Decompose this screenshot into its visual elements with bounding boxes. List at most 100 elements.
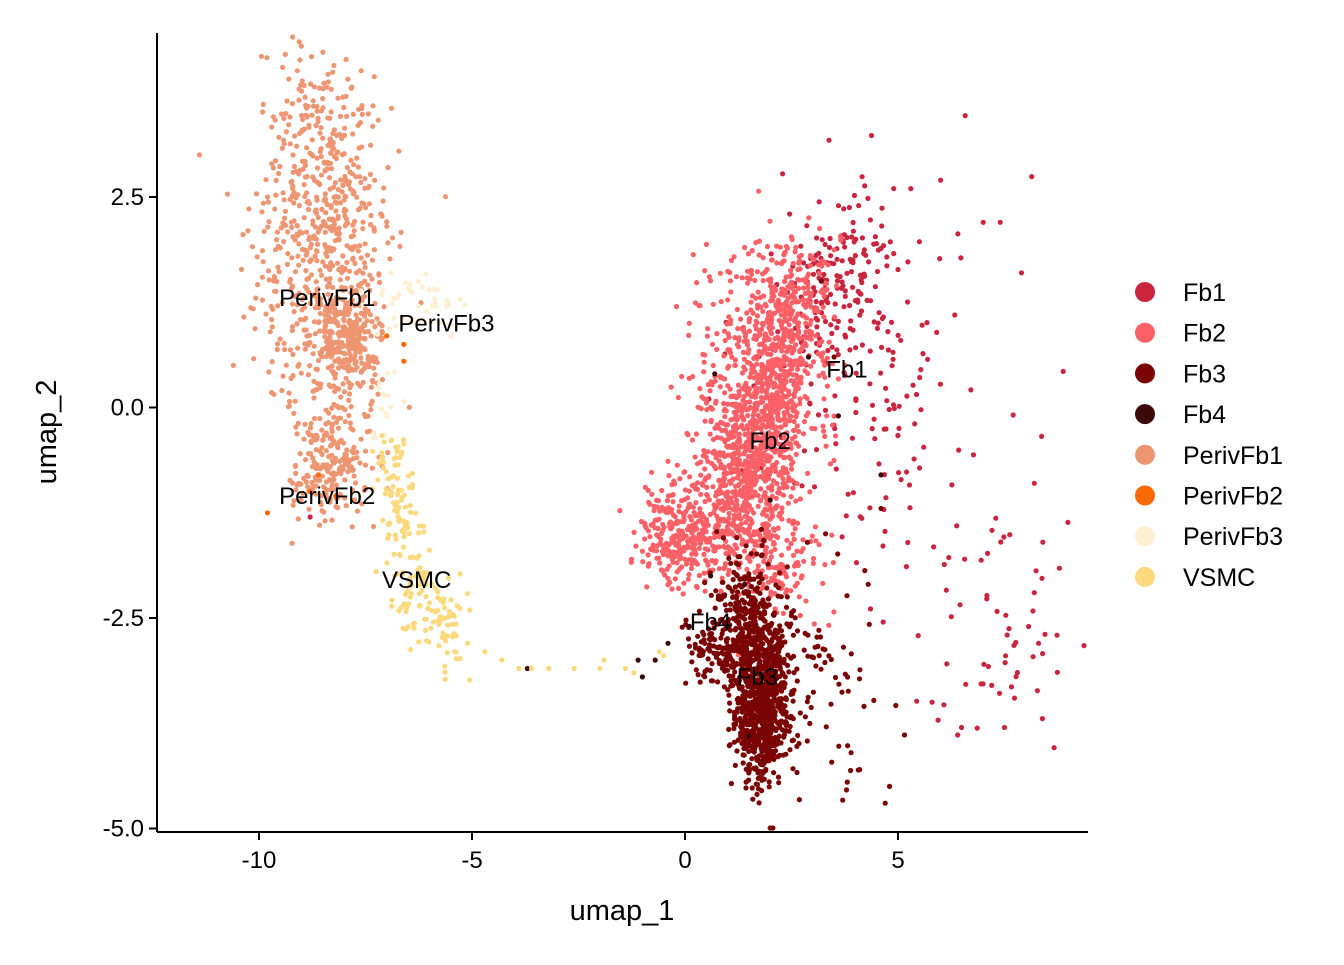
- point: [754, 791, 760, 798]
- point: [705, 547, 711, 553]
- point: [741, 338, 747, 344]
- point: [316, 472, 322, 478]
- point: [308, 81, 314, 87]
- point: [1039, 716, 1045, 722]
- point: [335, 425, 342, 431]
- point: [301, 436, 307, 442]
- point: [773, 652, 779, 659]
- point: [326, 477, 332, 483]
- point: [828, 253, 834, 259]
- point: [282, 346, 288, 353]
- point: [391, 456, 397, 462]
- point: [269, 359, 275, 365]
- point: [436, 643, 442, 649]
- point: [764, 513, 770, 519]
- point: [342, 125, 348, 131]
- point: [741, 444, 747, 450]
- point: [779, 696, 785, 702]
- point: [768, 320, 775, 326]
- point: [325, 79, 331, 85]
- point: [746, 502, 753, 509]
- point: [1054, 632, 1060, 638]
- point: [828, 322, 834, 328]
- point: [389, 301, 395, 307]
- point: [784, 564, 790, 570]
- point: [782, 369, 788, 375]
- point: [723, 637, 730, 643]
- point: [787, 273, 793, 280]
- point: [762, 635, 769, 642]
- point: [735, 467, 742, 473]
- point: [834, 256, 840, 262]
- point: [352, 260, 358, 266]
- point: [318, 125, 324, 131]
- point: [295, 363, 301, 369]
- point: [435, 595, 441, 601]
- point: [722, 428, 729, 434]
- point: [700, 649, 706, 655]
- point: [349, 328, 355, 335]
- point: [955, 732, 961, 738]
- point: [714, 331, 720, 337]
- point: [840, 644, 847, 650]
- point: [279, 145, 285, 151]
- point: [340, 466, 346, 472]
- point: [807, 400, 813, 406]
- point: [791, 407, 798, 413]
- point: [745, 426, 751, 432]
- point: [707, 431, 713, 437]
- point: [764, 435, 771, 441]
- point: [904, 469, 910, 475]
- point: [878, 472, 884, 478]
- point: [915, 633, 921, 639]
- point: [302, 421, 308, 427]
- point: [712, 560, 718, 566]
- point: [719, 665, 725, 671]
- point: [371, 247, 377, 253]
- point: [385, 449, 391, 456]
- point: [811, 621, 817, 627]
- point: [457, 655, 463, 662]
- point: [792, 434, 798, 440]
- point: [795, 324, 801, 330]
- point: [330, 216, 336, 222]
- point: [1060, 368, 1066, 374]
- point: [314, 366, 320, 372]
- point: [734, 306, 741, 313]
- point: [384, 223, 390, 229]
- point: [850, 219, 856, 226]
- point: [865, 195, 871, 201]
- point: [686, 557, 692, 563]
- point: [302, 193, 308, 200]
- point: [985, 550, 991, 557]
- point: [746, 328, 753, 334]
- point: [344, 275, 351, 281]
- point: [771, 756, 777, 763]
- point: [802, 368, 808, 374]
- point: [442, 605, 448, 611]
- point: [790, 632, 797, 638]
- point: [761, 609, 768, 615]
- point: [750, 310, 756, 316]
- point: [332, 238, 338, 244]
- point: [792, 249, 798, 255]
- point: [765, 501, 771, 507]
- point: [350, 111, 356, 117]
- point: [423, 594, 429, 600]
- point: [282, 208, 288, 214]
- point: [1042, 631, 1048, 637]
- point: [355, 164, 361, 170]
- point: [375, 117, 381, 123]
- point: [781, 381, 787, 388]
- point: [832, 301, 838, 307]
- point: [732, 762, 739, 769]
- point: [738, 626, 744, 632]
- point: [354, 155, 360, 161]
- point: [768, 623, 774, 629]
- point: [742, 616, 748, 622]
- point: [301, 317, 307, 323]
- point: [341, 104, 347, 111]
- point: [845, 688, 851, 694]
- point: [416, 530, 422, 536]
- point: [383, 486, 389, 492]
